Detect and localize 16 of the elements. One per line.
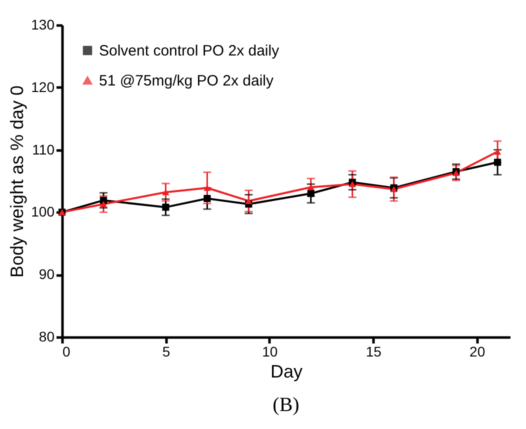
y-tick-label: 90 <box>38 266 55 282</box>
y-tick-label: 120 <box>31 78 55 95</box>
y-tick-label: 100 <box>31 204 55 220</box>
y-tick-label: 80 <box>38 328 55 344</box>
legend-label: 51 @75mg/kg PO 2x daily <box>99 72 274 90</box>
x-tick-label: 0 <box>62 344 70 360</box>
y-axis-title: Body weight as % day 0 <box>7 85 28 278</box>
y-tick-label: 130 <box>31 16 55 32</box>
text: (B) <box>272 394 300 416</box>
legend-label: Solvent control PO 2x daily <box>99 42 280 60</box>
x-axis-title: Day <box>270 362 303 382</box>
x-tick-label: 5 <box>162 344 170 360</box>
x-tick-label: 10 <box>262 344 278 360</box>
x-tick-label: 15 <box>366 344 382 360</box>
y-tick-label: 110 <box>32 141 55 158</box>
x-tick-label: 20 <box>470 344 486 360</box>
